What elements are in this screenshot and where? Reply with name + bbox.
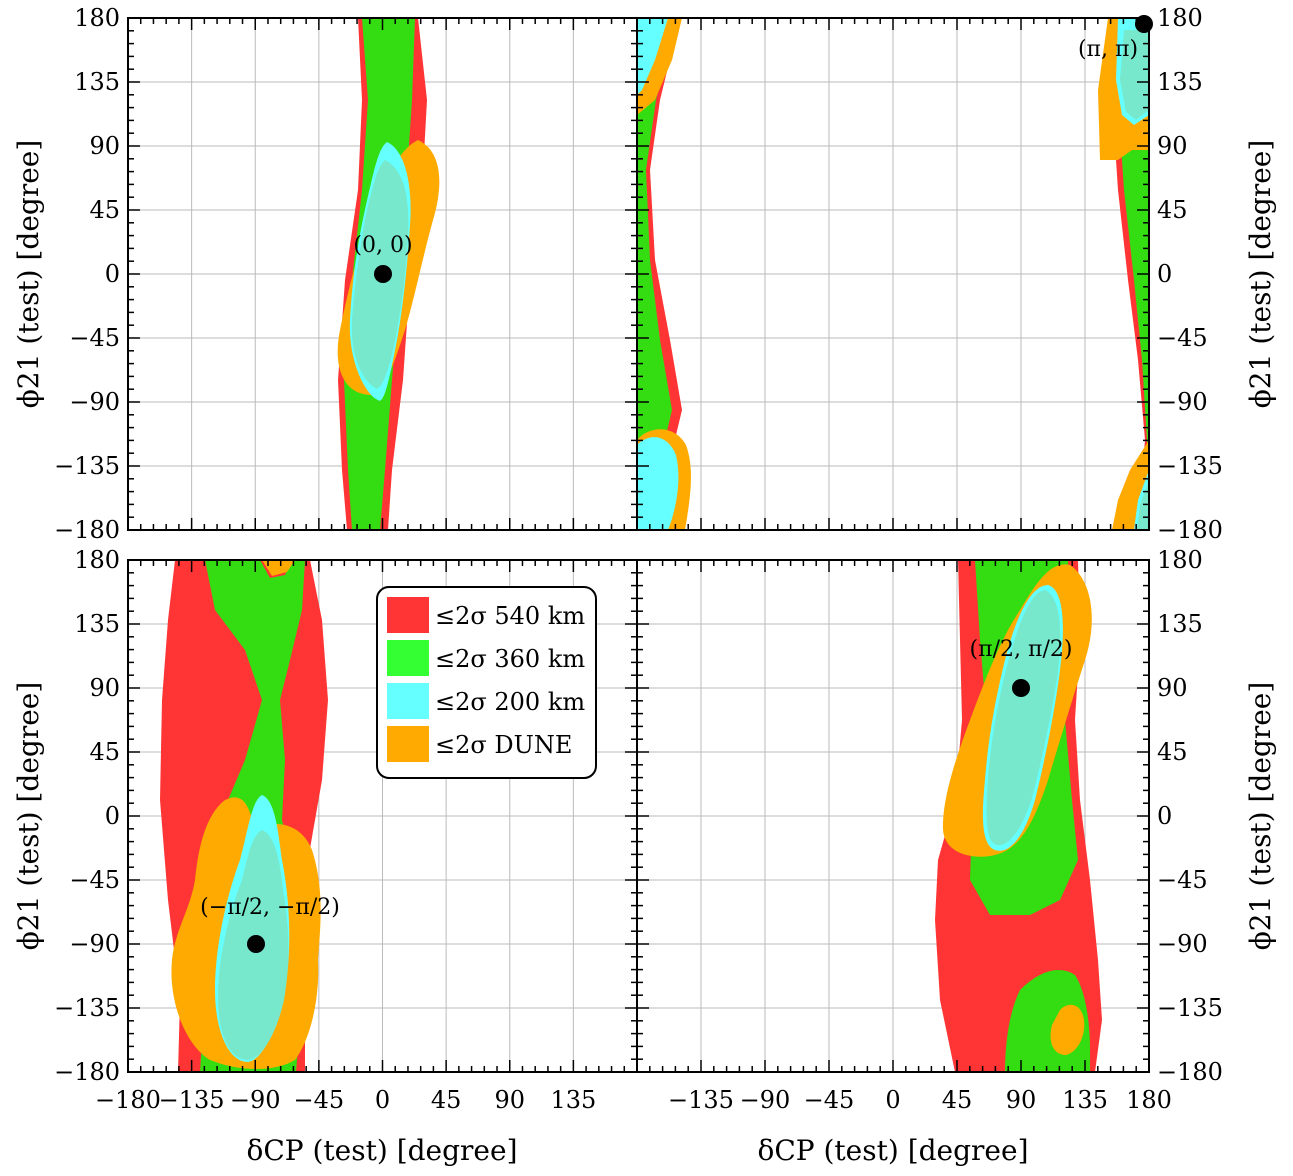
y-tick-label: 180 xyxy=(74,4,120,32)
panel-top-left: (0, 0) xyxy=(128,18,637,530)
y-tick-label: 135 xyxy=(74,610,120,638)
region-360km-left xyxy=(637,18,676,520)
x-tick-label: 135 xyxy=(550,1086,596,1114)
y-tick-label: −135 xyxy=(54,452,120,480)
y-tick-label: −180 xyxy=(1157,516,1223,544)
y-tick-label: −180 xyxy=(1157,1058,1223,1086)
legend-label-360km: ≤2σ 360 km xyxy=(435,645,585,673)
y-tick-label: 180 xyxy=(1157,546,1203,574)
region-overlap-right xyxy=(1120,30,1149,530)
y-tick-label: −180 xyxy=(54,1058,120,1086)
benchmark-point xyxy=(374,265,392,283)
legend-box xyxy=(376,586,597,779)
x-tick-label: −180 xyxy=(95,1086,161,1114)
y-tick-label: 0 xyxy=(1157,260,1172,288)
legend-swatch-360km xyxy=(387,640,429,676)
y-tick-label: 0 xyxy=(105,260,120,288)
grid-top-right xyxy=(637,18,1149,530)
y-axis-label-bottom-right: ϕ21 (test) [degree] xyxy=(1244,682,1277,951)
y-tick-label: −45 xyxy=(69,866,120,894)
y-tick-label: −90 xyxy=(1157,930,1208,958)
tick-labels: 18013590450−45−90−135−18018013590450−45−… xyxy=(54,4,1223,1114)
y-tick-label: 0 xyxy=(1157,802,1172,830)
x-tick-label: −90 xyxy=(230,1086,281,1114)
y-tick-label: 90 xyxy=(1157,132,1188,160)
y-tick-label: 45 xyxy=(1157,738,1188,766)
panel-top-right: (π, π) xyxy=(637,15,1153,530)
y-tick-label: −90 xyxy=(1157,388,1208,416)
legend-swatch-540km xyxy=(387,597,429,633)
y-tick-label: 90 xyxy=(1157,674,1188,702)
y-tick-label: 180 xyxy=(74,546,120,574)
y-axis-label-bottom-left: ϕ21 (test) [degree] xyxy=(12,682,45,951)
y-tick-label: 45 xyxy=(89,738,120,766)
y-tick-label: 135 xyxy=(1157,68,1203,96)
region-dune-right xyxy=(1098,18,1149,530)
panel-bottom-right: (π/2, π/2) xyxy=(637,560,1149,1072)
legend-swatch-dune xyxy=(387,726,429,762)
y-tick-label: −45 xyxy=(1157,324,1208,352)
y-tick-label: 135 xyxy=(1157,610,1203,638)
x-tick-label: 135 xyxy=(1062,1086,1108,1114)
x-tick-label: 180 xyxy=(1126,1086,1172,1114)
y-tick-label: 90 xyxy=(89,132,120,160)
y-axis-label-top-right: ϕ21 (test) [degree] xyxy=(1244,140,1277,409)
y-tick-label: −45 xyxy=(69,324,120,352)
x-tick-label: 45 xyxy=(942,1086,973,1114)
legend: ≤2σ 540 km ≤2σ 360 km ≤2σ 200 km ≤2σ DUN… xyxy=(376,586,597,779)
panel-frames xyxy=(127,17,1150,1073)
y-tick-label: −90 xyxy=(69,930,120,958)
x-tick-label: 45 xyxy=(431,1086,462,1114)
y-tick-label: −135 xyxy=(1157,452,1223,480)
y-tick-label: 45 xyxy=(89,196,120,224)
x-axis-label-right: δCP (test) [degree] xyxy=(757,1134,1028,1167)
y-tick-label: 0 xyxy=(105,802,120,830)
x-axis-label-left: δCP (test) [degree] xyxy=(246,1134,517,1167)
y-tick-label: 135 xyxy=(74,68,120,96)
y-tick-label: −135 xyxy=(1157,994,1223,1022)
benchmark-label: (π/2, π/2) xyxy=(970,637,1073,662)
x-tick-label: 0 xyxy=(375,1086,390,1114)
y-tick-label: −90 xyxy=(69,388,120,416)
panel-bottom-left: (−π/2, −π/2) xyxy=(128,560,637,1072)
y-tick-label: −180 xyxy=(54,516,120,544)
x-tick-label: −45 xyxy=(804,1086,855,1114)
y-tick-label: −135 xyxy=(54,994,120,1022)
x-tick-label: −45 xyxy=(294,1086,345,1114)
legend-swatch-200km xyxy=(387,683,429,719)
benchmark-label: (0, 0) xyxy=(353,233,412,258)
legend-label-540km: ≤2σ 540 km xyxy=(435,602,585,630)
region-dune-top xyxy=(262,560,295,576)
y-tick-label: 45 xyxy=(1157,196,1188,224)
region-overlap xyxy=(986,590,1061,846)
region-dune-bottom xyxy=(1050,1004,1085,1055)
x-tick-label: −135 xyxy=(668,1086,734,1114)
x-tick-label: −135 xyxy=(159,1086,225,1114)
y-tick-label: 90 xyxy=(89,674,120,702)
y-axis-label-top-left: ϕ21 (test) [degree] xyxy=(12,140,45,409)
x-tick-label: 90 xyxy=(1006,1086,1037,1114)
x-tick-label: −90 xyxy=(740,1086,791,1114)
y-tick-label: 180 xyxy=(1157,4,1203,32)
legend-label-200km: ≤2σ 200 km xyxy=(435,688,585,716)
x-tick-label: 90 xyxy=(494,1086,525,1114)
benchmark-label: (−π/2, −π/2) xyxy=(200,895,340,920)
x-tick-label: 0 xyxy=(885,1086,900,1114)
benchmark-label: (π, π) xyxy=(1078,37,1138,62)
benchmark-point xyxy=(1012,679,1030,697)
y-tick-label: −45 xyxy=(1157,866,1208,894)
legend-label-dune: ≤2σ DUNE xyxy=(435,731,572,759)
benchmark-point xyxy=(247,935,265,953)
